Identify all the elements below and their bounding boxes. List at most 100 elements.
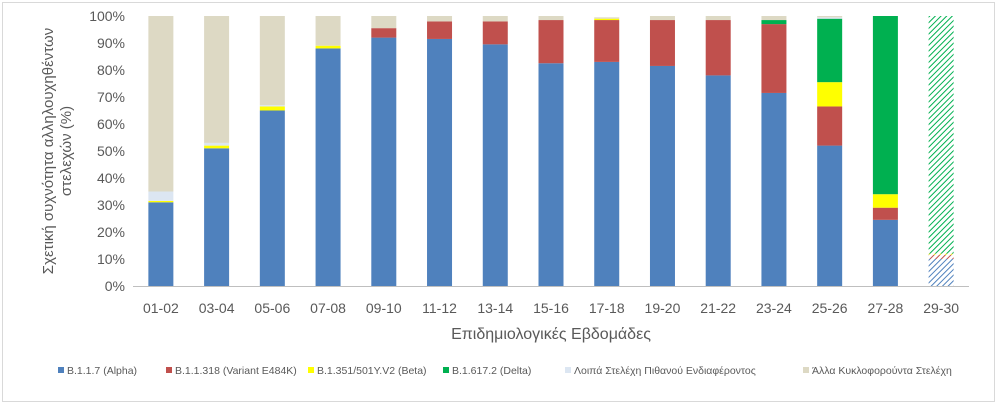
bar-segment-09-10-s0 — [371, 37, 397, 286]
x-tick-label: 19-20 — [645, 300, 681, 316]
bar-segment-09-10-s5 — [371, 16, 397, 29]
bar-segment-15-16-s0 — [538, 63, 564, 286]
x-tick-label: 09-10 — [366, 300, 402, 316]
y-axis-title: Σχετική συχνότητα αλληλουχηθέντωνστελεχώ… — [40, 28, 75, 274]
bar-segment-23-24-s0 — [761, 92, 787, 286]
bar-segment-23-24-s3 — [761, 20, 787, 25]
legend-label: Άλλα Κυκλοφορούντα Στελέχη — [812, 365, 952, 377]
bar-segment-13-14-s1 — [482, 21, 508, 45]
x-tick-label: 21-22 — [700, 300, 736, 316]
bar-segment-09-10-s1 — [371, 28, 397, 38]
x-tick-label: 11-12 — [422, 300, 457, 316]
x-tick-label: 03-04 — [199, 300, 235, 316]
bar-segment-11-12-s5 — [427, 16, 453, 22]
bar-segment-11-12-s1 — [427, 21, 453, 39]
bar-segment-23-24-s5 — [761, 16, 787, 21]
x-tick-label: 05-06 — [254, 300, 290, 316]
x-axis-ticks: 01-02 03-04 05-06 07-08 09-10 11-12 13-14 15-16… — [143, 300, 959, 316]
bar-segment-23-24-s1 — [761, 24, 787, 93]
chart-frame: 0% 10% 20% 30% 40% 50% 60% 70% 80% 90% 100% 01-02 0… — [2, 2, 995, 402]
bar-segment-19-20-s1 — [649, 20, 675, 66]
bar-segment-17-18-s0 — [594, 61, 620, 287]
stacked-bar-chart: 0%10%20%30%40%50%60%70%80%90%100% 01-02 0… — [40, 8, 969, 377]
bar-segment-07-08-s2 — [315, 45, 341, 49]
legend-label: B.1.1.7 (Alpha) — [67, 365, 137, 377]
bar-segment-17-18-s1 — [594, 20, 620, 62]
bar-segment-07-08-s5 — [315, 16, 341, 46]
bar-segment-21-22-s1 — [705, 20, 731, 76]
bar-segment-01-02-s0 — [148, 202, 174, 286]
y-tick-label: 20% — [97, 224, 125, 240]
y-tick-label: 80% — [97, 62, 125, 78]
legend-swatch — [443, 367, 449, 373]
bar-segment-01-02-s4 — [148, 191, 174, 201]
y-tick-label: 90% — [97, 35, 125, 51]
bar-segment-21-22-s0 — [705, 75, 731, 287]
bar-segment-27-28-s0 — [872, 219, 898, 286]
bar-segment-05-06-s4 — [259, 105, 285, 107]
y-tick-label: 40% — [97, 170, 125, 186]
legend-swatch — [58, 367, 64, 373]
x-tick-label: 07-08 — [310, 300, 346, 316]
x-tick-label: 13-14 — [477, 300, 513, 316]
legend-swatch — [565, 367, 571, 373]
bar-segment-15-16-s1 — [538, 20, 564, 64]
legend-label: B.1.351/501Y.V2 (Beta) — [317, 365, 427, 377]
bar-segment-25-26-s2 — [817, 82, 843, 107]
x-tick-label: 15-16 — [533, 300, 569, 316]
legend-swatch — [166, 367, 172, 373]
bar-segment-25-26-s1 — [817, 106, 843, 146]
bar-segment-17-18-s5 — [594, 17, 620, 19]
bar-segment-29-30-s1 — [928, 254, 954, 259]
y-axis-ticks: 0% 10% 20% 30% 40% 50% 60% 70% 80% 90% 100% — [89, 8, 125, 294]
bar-segment-17-18-s2 — [594, 18, 620, 21]
legend: B.1.1.7 (Alpha) B.1.1.318 (Variant E484K)… — [58, 365, 952, 377]
y-tick-label: 0% — [105, 278, 125, 294]
x-tick-label: 17-18 — [589, 300, 625, 316]
bar-segment-19-20-s5 — [649, 16, 675, 21]
y-tick-label: 70% — [97, 89, 125, 105]
bar-segment-13-14-s5 — [482, 16, 508, 22]
bar-segment-25-26-s5 — [817, 16, 843, 18]
bar-segment-11-12-s0 — [427, 38, 453, 287]
bar-segment-27-28-s2 — [872, 194, 898, 208]
bar-segment-29-30-s2 — [928, 253, 954, 255]
y-tick-label: 30% — [97, 197, 125, 213]
bar-segment-19-20-s0 — [649, 65, 675, 286]
x-axis-title: Επιδημιολογικές Εβδομάδες — [451, 326, 651, 343]
bar-segment-25-26-s4 — [817, 17, 843, 19]
bar-segment-03-04-s4 — [204, 142, 230, 146]
bar-segment-25-26-s0 — [817, 145, 843, 286]
legend-label: B.1.1.318 (Variant E484K) — [175, 365, 297, 377]
bar-segment-27-28-s3 — [872, 16, 898, 195]
y-axis-title-line: Σχετική συχνότητα αλληλουχηθέντων — [40, 28, 57, 274]
bar-segment-03-04-s5 — [204, 16, 230, 143]
bar-segment-05-06-s5 — [259, 16, 285, 106]
y-tick-label: 50% — [97, 143, 125, 159]
bar-segment-05-06-s2 — [259, 106, 285, 111]
bar-segment-21-22-s5 — [705, 16, 731, 21]
x-tick-label: 01-02 — [143, 300, 179, 316]
x-tick-label: 23-24 — [756, 300, 792, 316]
bar-segment-01-02-s5 — [148, 16, 174, 192]
bar-segment-05-06-s0 — [259, 110, 285, 286]
bar-segment-29-30-s0 — [928, 259, 954, 286]
legend-label: Λοιπά Στελέχη Πιθανού Ενδιαφέροντος — [574, 365, 756, 377]
bars-group — [148, 16, 954, 287]
y-tick-label: 10% — [97, 251, 125, 267]
bar-segment-27-28-s1 — [872, 207, 898, 220]
bar-segment-01-02-s2 — [148, 200, 174, 203]
legend-swatch — [803, 367, 809, 373]
bar-segment-29-30-s3 — [928, 16, 954, 254]
y-tick-label: 60% — [97, 116, 125, 132]
bar-segment-03-04-s0 — [204, 148, 230, 286]
x-tick-label: 29-30 — [923, 300, 959, 316]
y-tick-label: 100% — [89, 8, 125, 24]
bar-segment-15-16-s5 — [538, 16, 564, 21]
bar-segment-25-26-s3 — [817, 18, 843, 83]
bar-segment-13-14-s0 — [482, 44, 508, 286]
x-tick-label: 25-26 — [812, 300, 848, 316]
y-axis-title-line: στελεχών (%) — [58, 106, 75, 196]
bar-segment-07-08-s0 — [315, 48, 341, 287]
x-tick-label: 27-28 — [867, 300, 903, 316]
